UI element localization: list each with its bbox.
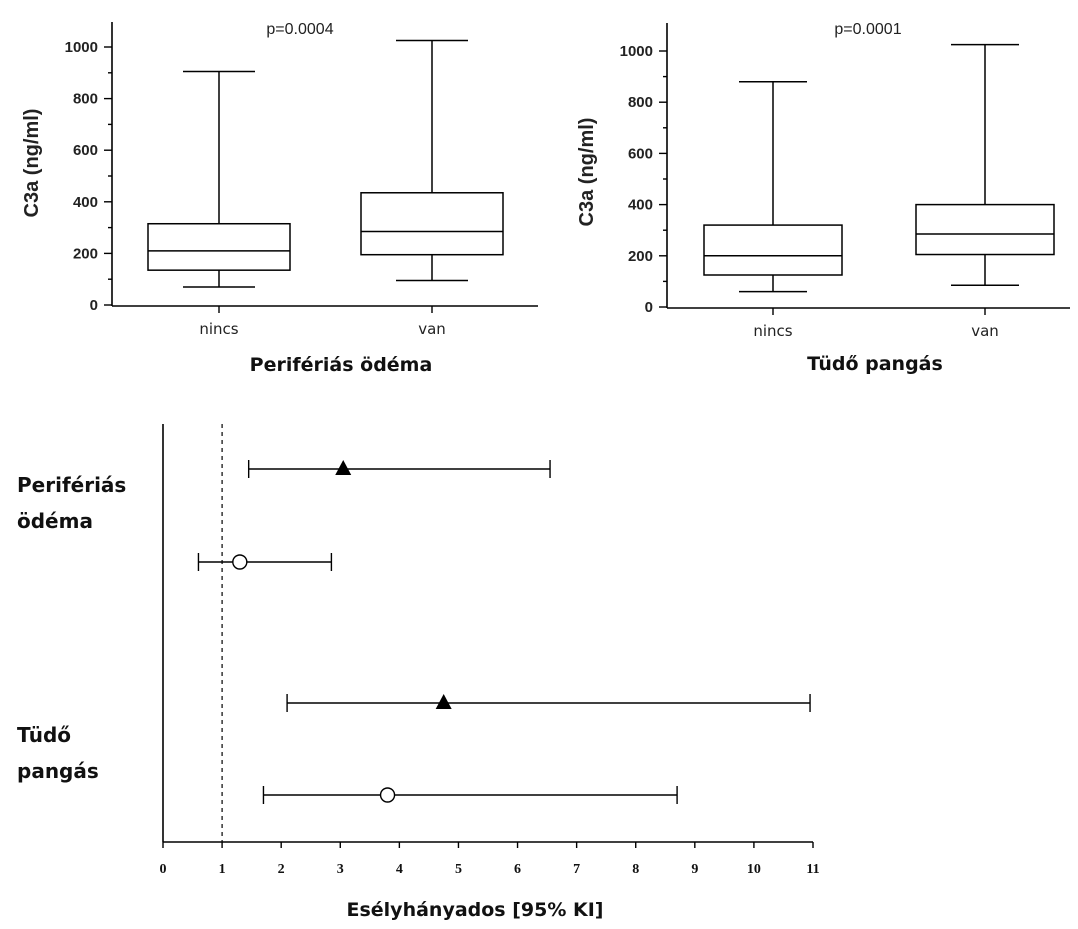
x-category-label: nincs xyxy=(753,322,792,340)
x-tick-label: 7 xyxy=(573,862,580,877)
box-iqr xyxy=(360,192,504,256)
estimate-marker-circle xyxy=(379,787,396,803)
y-tick-label: 400 xyxy=(73,194,98,211)
y-tick-label: 400 xyxy=(628,197,653,214)
x-axis-label: Esélyhányados [95% KI] xyxy=(347,899,604,921)
box-iqr xyxy=(703,224,843,276)
y-tick-label: 1000 xyxy=(65,39,98,56)
x-tick-label: 11 xyxy=(806,862,819,877)
y-tick-label: 800 xyxy=(628,94,653,111)
y-tick-label: 600 xyxy=(73,142,98,159)
box-iqr xyxy=(915,203,1055,256)
x-axis-label: Tüdő pangás xyxy=(807,353,943,375)
p-value-annotation: p=0.0001 xyxy=(834,21,901,38)
y-tick-label: 0 xyxy=(90,297,98,314)
x-tick-label: 1 xyxy=(219,862,226,877)
boxplot-periferias-odema: p=0.0004 C3a (ng/ml) Perifériás ödéma 0 2… xyxy=(21,21,538,376)
estimate-marker-triangle xyxy=(435,694,452,709)
x-category-label: van xyxy=(971,322,999,340)
boxplot-tudo-pangas: p=0.0001 C3a (ng/ml) Tüdő pangás 0 200 400… xyxy=(576,21,1070,375)
x-category-label: van xyxy=(418,320,446,338)
group-label-line: pangás xyxy=(17,759,99,783)
x-tick-label: 9 xyxy=(691,862,698,877)
y-tick-label: 200 xyxy=(73,245,98,262)
x-tick-label: 6 xyxy=(514,862,521,877)
x-axis-label: Perifériás ödéma xyxy=(250,354,433,376)
y-tick-label: 1000 xyxy=(620,43,653,60)
x-tick-label: 2 xyxy=(278,862,285,877)
x-category-label: nincs xyxy=(199,320,238,338)
box-iqr xyxy=(147,222,291,271)
group-label-line: Perifériás xyxy=(17,473,126,497)
y-tick-label: 600 xyxy=(628,145,653,162)
group-label-line: ödéma xyxy=(17,509,93,533)
x-tick-label: 8 xyxy=(632,862,639,877)
y-axis-label: C3a (ng/ml) xyxy=(576,118,598,227)
y-tick-label: 200 xyxy=(628,248,653,265)
forest-plot-odds-ratio: Esélyhányados [95% KI] Perifériás ödéma … xyxy=(17,424,820,921)
x-tick-label: 3 xyxy=(337,862,344,877)
x-tick-label: 5 xyxy=(455,862,462,877)
x-tick-label: 4 xyxy=(396,862,403,877)
p-value-annotation: p=0.0004 xyxy=(266,21,333,38)
x-tick-label: 10 xyxy=(747,862,761,877)
estimate-marker-circle xyxy=(232,554,248,570)
group-label-line: Tüdő xyxy=(17,723,71,747)
y-axis-label: C3a (ng/ml) xyxy=(21,109,43,218)
x-tick-label: 0 xyxy=(160,862,167,877)
y-tick-label: 0 xyxy=(645,299,653,316)
y-tick-label: 800 xyxy=(73,91,98,108)
estimate-marker-triangle xyxy=(335,460,352,475)
